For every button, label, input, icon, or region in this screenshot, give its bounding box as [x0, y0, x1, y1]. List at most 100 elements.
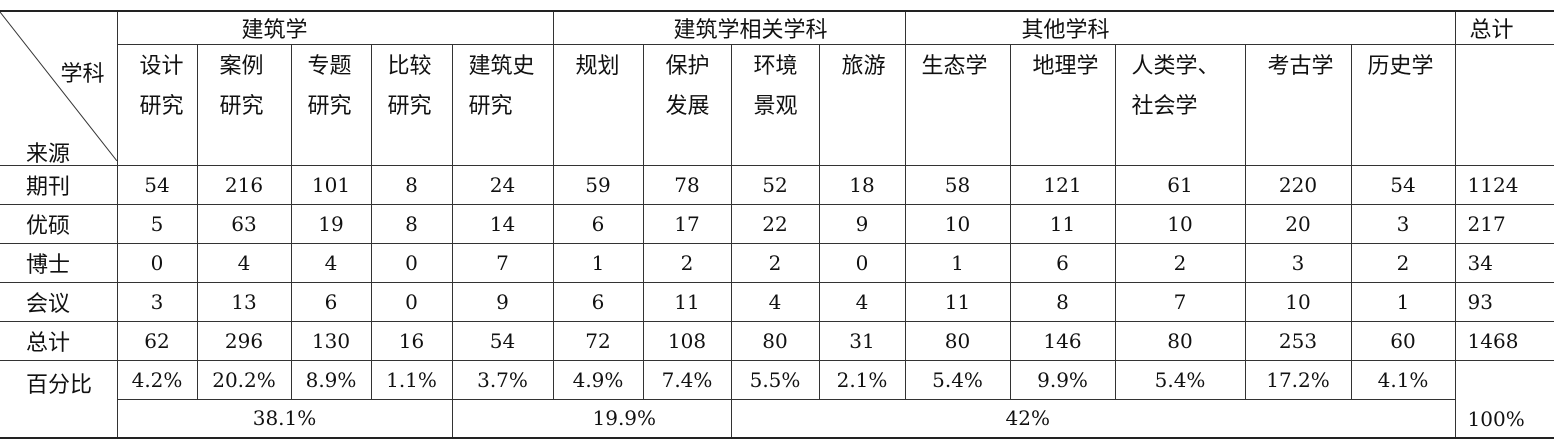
column-header: 人类学、 社会学	[1114, 44, 1246, 166]
table-cell: 11	[642, 282, 732, 322]
group-percent-arch: 38.1%	[117, 399, 453, 438]
row-total-cell: 34	[1454, 243, 1554, 283]
table-cell: 3	[116, 282, 198, 322]
group-percent-row: 38.1% 19.9% 42%	[0, 399, 1554, 438]
table-cell: 59	[552, 165, 644, 205]
table-cell: 80	[904, 321, 1011, 361]
table-row: 期刊 54 216 101 8 24 59 78 52 18 58 121 61…	[0, 165, 1554, 205]
column-header-line2: 研究	[468, 94, 513, 119]
table-cell: 101	[290, 165, 372, 205]
table-cell: 10	[904, 204, 1011, 244]
row-total-cell: 217	[1454, 204, 1554, 244]
table-cell: 4	[290, 243, 372, 283]
table-cell: 13	[196, 282, 292, 322]
table-cell: 58	[904, 165, 1011, 205]
column-header-total-blank	[1454, 44, 1554, 166]
column-header: 比较 研究	[370, 44, 453, 166]
column-header-line1: 人类学、	[1131, 54, 1220, 79]
table-cell: 78	[642, 165, 732, 205]
table-cell: 8	[1009, 282, 1116, 322]
row-total-cell: 1468	[1454, 321, 1554, 361]
table-cell: 2	[730, 243, 820, 283]
table-cell: 7	[1114, 282, 1246, 322]
percent-cell: 7.4%	[642, 360, 732, 400]
group-header-related: 建筑学相关学科	[552, 10, 906, 45]
column-header-line1: 设计	[139, 54, 184, 79]
statistics-table: 学科 来源 建筑学 建筑学相关学科 其他学科 总计 设计 研究 案例 研究 专题 研究…	[0, 10, 1554, 439]
row-label: 优硕	[0, 204, 118, 244]
column-header-row: 设计 研究 案例 研究 专题 研究 比较 研究 建筑史 研究 规划 保护 发展 环境 景观 旅…	[0, 44, 1554, 166]
group-header-total: 总计	[1454, 10, 1554, 45]
table-cell: 61	[1114, 165, 1246, 205]
column-header-line1: 案例	[219, 54, 264, 79]
table-cell: 296	[196, 321, 292, 361]
table-cell: 16	[370, 321, 453, 361]
column-header: 环境 景观	[730, 44, 820, 166]
column-header-line1: 旅游	[841, 54, 886, 79]
table-cell: 0	[370, 282, 453, 322]
table-cell: 54	[451, 321, 554, 361]
corner-top-label: 学科	[60, 62, 105, 87]
percent-cell: 5.5%	[730, 360, 820, 400]
corner-bottom-label: 来源	[26, 142, 71, 166]
percent-cell: 3.7%	[451, 360, 554, 400]
row-label: 博士	[0, 243, 118, 283]
row-label: 会议	[0, 282, 118, 322]
table-cell: 54	[1350, 165, 1456, 205]
column-header: 建筑史 研究	[451, 44, 554, 166]
percent-cell: 5.4%	[904, 360, 1011, 400]
column-header: 地理学	[1009, 44, 1116, 166]
table-cell: 18	[818, 165, 906, 205]
row-label: 总计	[0, 321, 118, 361]
table-cell: 80	[1114, 321, 1246, 361]
table-row: 会议 3 13 6 0 9 6 11 4 4 11 8 7 10 1 93	[0, 282, 1554, 322]
column-header-line2: 研究	[307, 94, 352, 119]
table-cell: 17	[642, 204, 732, 244]
table-cell: 2	[1114, 243, 1246, 283]
column-header-line1: 保护	[665, 54, 710, 79]
table-cell: 4	[196, 243, 292, 283]
table-cell: 4	[818, 282, 906, 322]
column-header-line1: 地理学	[1032, 54, 1099, 79]
column-header-line1: 历史学	[1367, 54, 1434, 79]
table-cell: 80	[730, 321, 820, 361]
percent-cell: 4.2%	[116, 360, 198, 400]
table-cell: 72	[552, 321, 644, 361]
table-cell: 62	[116, 321, 198, 361]
table-cell: 108	[642, 321, 732, 361]
table-cell: 6	[552, 282, 644, 322]
table-cell: 54	[116, 165, 198, 205]
column-header-line2: 研究	[139, 94, 184, 119]
column-header-line1: 考古学	[1267, 54, 1334, 79]
table-cell: 253	[1244, 321, 1352, 361]
column-header: 保护 发展	[642, 44, 732, 166]
column-header: 专题 研究	[290, 44, 372, 166]
column-header-line1: 生态学	[921, 54, 988, 79]
table-cell: 52	[730, 165, 820, 205]
table-cell: 7	[451, 243, 554, 283]
diagonal-line	[0, 12, 116, 161]
table-cell: 0	[818, 243, 906, 283]
group-percent-total: 100%	[1454, 360, 1554, 438]
percent-cell: 8.9%	[290, 360, 372, 400]
percent-cell: 2.1%	[818, 360, 906, 400]
table-row: 总计 62 296 130 16 54 72 108 80 31 80 146 …	[0, 321, 1554, 361]
table-cell: 20	[1244, 204, 1352, 244]
table-cell: 220	[1244, 165, 1352, 205]
table-cell: 3	[1244, 243, 1352, 283]
table-cell: 130	[290, 321, 372, 361]
table-cell: 9	[451, 282, 554, 322]
column-header-line1: 比较	[387, 54, 432, 79]
percent-cell: 20.2%	[196, 360, 292, 400]
table-cell: 2	[1350, 243, 1456, 283]
percent-cell: 17.2%	[1244, 360, 1352, 400]
percent-cell: 4.9%	[552, 360, 644, 400]
table-row: 博士 0 4 4 0 7 1 2 2 0 1 6 2 3 2 34	[0, 243, 1554, 283]
row-total-cell: 1124	[1454, 165, 1554, 205]
table-cell: 31	[818, 321, 906, 361]
percent-cell: 1.1%	[370, 360, 453, 400]
column-header-line1: 建筑史	[468, 54, 535, 79]
table-cell: 4	[730, 282, 820, 322]
column-header-line2: 景观	[753, 94, 798, 119]
